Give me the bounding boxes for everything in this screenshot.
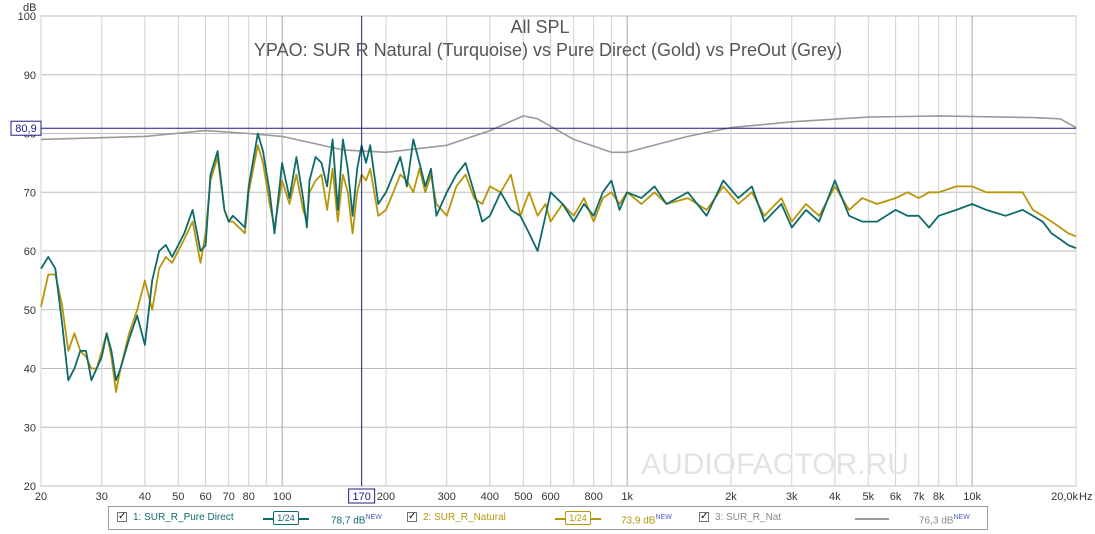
y-tick-label: 50 xyxy=(24,305,36,317)
x-tick-labels: 20 30 40 50 60 70 80 100 200 300 400 500 600 800 1k 2k 3… xyxy=(35,491,1079,503)
smoothing-badge-pure-direct[interactable]: 1/24 xyxy=(273,511,299,525)
x-tick-label: 7k xyxy=(913,491,925,503)
x-tick-label: 800 xyxy=(585,491,603,503)
legend-label-nat: 3: SUR_R_Nat xyxy=(715,512,782,523)
x-tick-label: 300 xyxy=(438,491,456,503)
y-tick-label: 100 xyxy=(18,11,36,23)
chart-subtitle: YPAO: SUR R Natural (Turquoise) vs Pure … xyxy=(254,40,842,60)
smoothing-badge-natural[interactable]: 1/24 xyxy=(565,511,591,525)
level-pure-direct: 78,7 dBNEW xyxy=(331,514,382,527)
x-tick-label: 5k xyxy=(862,491,874,503)
series-sur-r-natural xyxy=(40,144,1077,393)
series-sur-r-nat xyxy=(40,115,1077,154)
cursor-x-box xyxy=(348,488,376,504)
x-tick-label: 70 xyxy=(223,491,235,503)
x-tick-label: 8k xyxy=(933,491,945,503)
line-swatch-natural xyxy=(555,518,565,520)
grid-lines xyxy=(40,15,1077,487)
series-lines xyxy=(40,115,1077,393)
x-tick-label: 50 xyxy=(172,491,184,503)
level-nat: 76,3 dBNEW xyxy=(919,514,970,527)
y-tick-label: 40 xyxy=(24,364,36,376)
x-tick-label: 20 xyxy=(35,491,47,503)
watermark: AUDIOFACTOR.RU xyxy=(641,448,909,481)
legend-label-natural: 2: SUR_R_Natural xyxy=(423,512,506,523)
checkbox-nat[interactable]: ✓ xyxy=(699,511,709,522)
chart-title: All SPL xyxy=(510,17,569,37)
checkbox-natural[interactable]: ✓ xyxy=(407,511,417,522)
cursor-y-box xyxy=(10,120,42,136)
x-tick-label: 20,0k xyxy=(1051,491,1078,503)
x-tick-label: 400 xyxy=(481,491,499,503)
x-tick-label: 4k xyxy=(829,491,841,503)
x-tick-label: 3k xyxy=(786,491,798,503)
x-tick-label: 80 xyxy=(243,491,255,503)
cursor-x-value: 170 xyxy=(352,491,370,503)
checkbox-pure-direct[interactable]: ✓ xyxy=(117,511,127,522)
y-tick-label: 20 xyxy=(24,481,36,493)
x-tick-label: 10k xyxy=(963,491,981,503)
x-tick-label: 200 xyxy=(377,491,395,503)
line-swatch-pure-direct xyxy=(263,518,273,520)
x-tick-label: 1k xyxy=(621,491,633,503)
x-tick-label: 6k xyxy=(890,491,902,503)
legend-bar: ✓ 1: SUR_R_Pure Direct 1/24 78,7 dBNEW ✓… xyxy=(108,506,988,530)
line-swatch-nat xyxy=(855,518,889,520)
y-tick-label: 60 xyxy=(24,246,36,258)
spl-chart: 100 90 80 70 60 50 40 30 20 20 30 40 50 60 70 80 100 200… xyxy=(10,2,1093,504)
legend-label-pure-direct: 1: SUR_R_Pure Direct xyxy=(133,512,234,523)
x-tick-label: 60 xyxy=(199,491,211,503)
cursor-y-value: 80,9 xyxy=(15,123,36,135)
x-tick-label: 500 xyxy=(514,491,532,503)
level-natural: 73,9 dBNEW xyxy=(621,514,672,527)
y-tick-labels: 1009080706050403020 xyxy=(18,11,36,493)
x-tick-label: 30 xyxy=(96,491,108,503)
series-sur-r-pure-direct xyxy=(40,132,1077,382)
y-axis-label: dB xyxy=(23,2,36,14)
line-swatch-pure-direct-end xyxy=(299,518,309,520)
y-tick-label: 70 xyxy=(24,187,36,199)
x-tick-label: 100 xyxy=(273,491,291,503)
x-tick-label: 40 xyxy=(139,491,151,503)
cursor[interactable]: 80,9 170 xyxy=(10,16,1076,504)
y-tick-label: 90 xyxy=(24,70,36,82)
x-tick-label: 2k xyxy=(725,491,737,503)
x-axis-unit: Hz xyxy=(1079,491,1092,503)
line-swatch-natural-end xyxy=(591,518,601,520)
x-tick-label: 600 xyxy=(541,491,559,503)
y-tick-label: 30 xyxy=(24,422,36,434)
